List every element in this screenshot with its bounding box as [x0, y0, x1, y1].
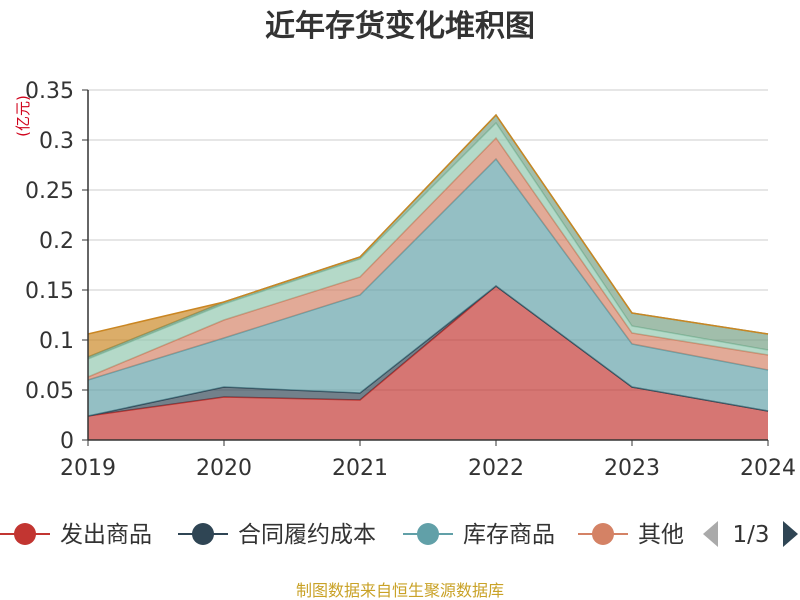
- x-tick-label: 2024: [740, 456, 796, 481]
- area-series: [87, 113, 769, 440]
- legend-item[interactable]: 发出商品: [0, 522, 152, 548]
- area-series-line-7: [87, 113, 769, 335]
- y-tick-label: 0.25: [25, 179, 74, 204]
- legend-marker-icon: [592, 523, 614, 545]
- legend-marker-icon: [417, 523, 439, 545]
- area-series-4: [88, 138, 768, 380]
- legend: 发出商品 合同履约成本 库存商品 其他: [0, 522, 684, 548]
- legend-label: 发出商品: [60, 522, 152, 548]
- x-tick-label: 2019: [60, 456, 116, 481]
- chart-title: 近年存货变化堆积图: [265, 9, 535, 44]
- x-tick-label: 2020: [196, 456, 252, 481]
- y-axis-label: (亿元): [14, 95, 32, 137]
- legend-prev-page-button[interactable]: [703, 521, 718, 547]
- triangle-right-icon: [783, 521, 798, 547]
- x-tick-label: 2021: [332, 456, 388, 481]
- y-tick-label: 0.1: [39, 329, 74, 354]
- area-series-1: [88, 286, 768, 440]
- y-tick-label: 0: [60, 429, 74, 454]
- x-tick-label: 2023: [604, 456, 660, 481]
- legend-item[interactable]: 库存商品: [403, 522, 555, 548]
- area-series-6: [88, 115, 768, 359]
- legend-marker-icon: [192, 523, 214, 545]
- legend-item[interactable]: 其他: [578, 522, 684, 548]
- source-text: 制图数据来自恒生聚源数据库: [296, 581, 504, 600]
- legend-label: 其他: [638, 522, 684, 548]
- legend-label: 库存商品: [463, 522, 555, 548]
- area-series-3: [88, 159, 768, 416]
- y-tick-label: 0.35: [25, 79, 74, 104]
- x-tick-label: 2022: [468, 456, 524, 481]
- y-tick-label: 0.2: [39, 229, 74, 254]
- axes: 0 0.05 0.1 0.15 0.2 0.25 0.3 0.35 2019 2020 2021 20…: [25, 79, 796, 481]
- area-series-2: [88, 286, 768, 416]
- y-tick-label: 0.3: [39, 129, 74, 154]
- legend-page-indicator: 1/3: [732, 522, 769, 548]
- triangle-left-icon: [703, 521, 718, 547]
- legend-label: 合同履约成本: [238, 522, 376, 548]
- legend-next-page-button[interactable]: [783, 521, 798, 547]
- y-tick-label: 0.15: [25, 279, 74, 304]
- legend-marker-icon: [14, 523, 36, 545]
- legend-item[interactable]: 合同履约成本: [178, 522, 376, 548]
- y-tick-label: 0.05: [25, 379, 74, 404]
